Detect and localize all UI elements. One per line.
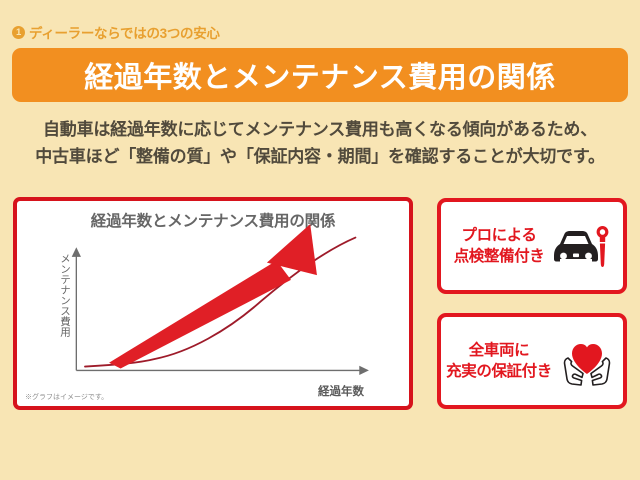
chart-title: 経過年数とメンテナンス費用の関係 — [90, 213, 336, 230]
trend-arrow-annotation — [109, 224, 317, 369]
wrench-icon — [596, 226, 609, 267]
feature-card-1-line-1: プロによる — [461, 227, 537, 244]
eyebrow-label: ディーラーならではの3つの安心 — [29, 26, 220, 41]
car-icon — [554, 231, 599, 262]
feature-card-warranty[interactable]: 全車両に 充実の保証付き — [437, 313, 627, 409]
heart-icon — [571, 344, 602, 374]
chart-panel: 経過年数とメンテナンス費用の関係 メンテナンス費用 経過年数 ※グラフはイメージ… — [13, 197, 413, 410]
step-number-badge: 1 — [12, 25, 25, 39]
lead-paragraph: 自動車は経過年数に応じてメンテナンス費用も高くなる傾向があるため、 中古車ほど「… — [0, 116, 640, 170]
y-axis — [71, 247, 81, 371]
feature-card-1-text: プロによる 点検整備付き — [454, 225, 545, 267]
chart-x-axis-label: 経過年数 — [318, 386, 364, 398]
feature-card-inspection[interactable]: プロによる 点検整備付き — [437, 198, 627, 294]
section-eyebrow: 1 ディーラーならではの3つの安心 — [12, 22, 220, 42]
x-axis — [76, 365, 369, 376]
hands-heart-icon-group — [556, 333, 618, 389]
left-hand-icon — [563, 357, 584, 386]
feature-card-2-line-2: 充実の保証付き — [446, 363, 552, 380]
chart-graphic — [71, 224, 369, 376]
feature-card-2-text: 全車両に 充実の保証付き — [446, 340, 552, 382]
page-title-banner: 経過年数とメンテナンス費用の関係 — [12, 48, 628, 102]
feature-card-2-line-1: 全車両に — [468, 342, 530, 359]
feature-card-1-line-2: 点検整備付き — [453, 248, 545, 265]
lead-line-2: 中古車ほど「整備の質」や「保証内容・期間」を確認することが大切です。 — [35, 147, 605, 166]
lead-line-1: 自動車は経過年数に応じてメンテナンス費用も高くなる傾向があるため、 — [42, 120, 598, 139]
chart-y-axis-label: メンテナンス費用 — [59, 253, 71, 337]
page-title: 経過年数とメンテナンス費用の関係 — [84, 62, 556, 94]
car-wrench-icon-group — [548, 218, 610, 274]
right-hand-icon — [590, 357, 611, 386]
chart-disclaimer-note: ※グラフはイメージです。 — [25, 394, 109, 401]
